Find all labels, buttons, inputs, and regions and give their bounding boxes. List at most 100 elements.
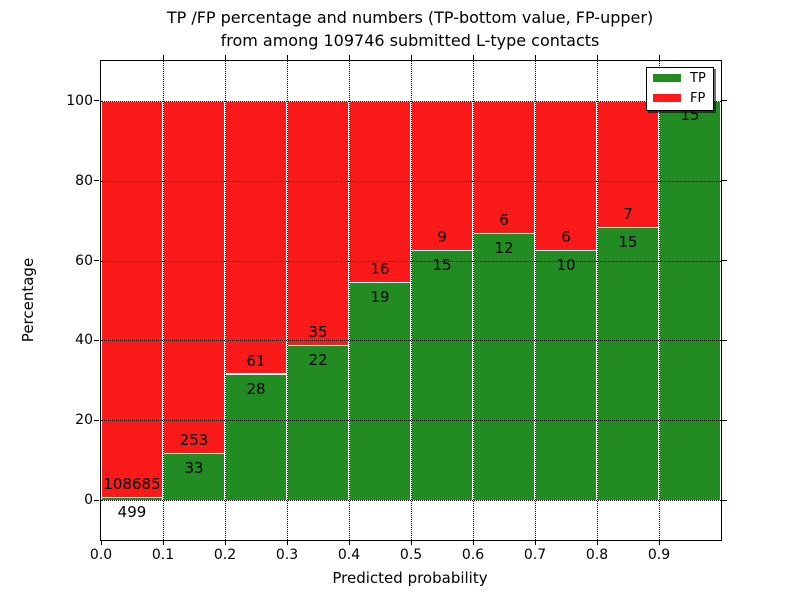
bar-segment-tp-0.9 [659, 100, 721, 501]
bar-segment-tp-0.0 [101, 498, 163, 501]
bar-segment-tp-0.3 [287, 346, 349, 501]
y-tick-label-20: 20 [75, 412, 93, 429]
x-tick-top-0.7 [534, 55, 536, 60]
x-tick-bottom-0.2 [224, 540, 226, 545]
x-tick-top-0.5 [410, 55, 412, 60]
x-tick-label-0.1: 0.1 [151, 547, 175, 563]
x-tick-label-0.4: 0.4 [337, 547, 361, 563]
gridline-v-0.3 [287, 61, 288, 540]
plot-area: 108685 499 253 33 61 28 35 22 16 19 9 15 6 12 6 10 7 15 15… [66, 55, 727, 563]
x-tick-label-0.0: 0.0 [89, 547, 113, 563]
bar-segment-fp-0.2 [225, 100, 287, 375]
bar-segment-tp-0.1 [163, 454, 225, 501]
gridline-v-0.9 [659, 61, 660, 540]
x-tick-bottom-0.6 [472, 540, 474, 545]
x-tick-bottom-0.4 [348, 540, 350, 545]
x-tick-bottom-0.5 [410, 540, 412, 545]
x-tick-label-0.5: 0.5 [399, 547, 423, 563]
fp-count-label-0.5: 9 [437, 227, 447, 246]
y-tick-left-40 [94, 339, 99, 341]
y-tick-right-40 [722, 339, 727, 341]
chart-title: TP /FP percentage and numbers (TP-bottom… [167, 6, 653, 52]
x-tick-top-0.6 [472, 55, 474, 60]
bar-segment-tp-0.4 [349, 283, 411, 501]
gridline-v-0.7 [535, 61, 536, 540]
y-tick-right-80 [722, 180, 727, 182]
legend-entry-tp: TP [647, 68, 713, 88]
x-tick-top-0.3 [286, 55, 288, 60]
x-tick-label-0.9: 0.9 [647, 547, 671, 563]
y-tick-label-40: 40 [75, 332, 93, 349]
x-tick-bottom-0.1 [162, 540, 164, 545]
chart-title-line1: TP /FP percentage and numbers (TP-bottom… [166, 8, 654, 27]
tp-count-label-0.6: 12 [494, 238, 514, 257]
gridline-v-0.6 [473, 61, 474, 540]
fp-count-label-0.0: 108685 [103, 475, 161, 494]
x-tick-bottom-0.8 [596, 540, 598, 545]
bar-segment-fp-0.1 [163, 100, 225, 454]
bar-segment-fp-0.4 [349, 100, 411, 284]
fp-count-label-0.8: 7 [623, 204, 633, 223]
y-tick-left-60 [94, 260, 99, 262]
y-axis-label: Percentage [19, 257, 37, 343]
y-tick-label-60: 60 [75, 252, 93, 269]
fp-count-label-0.4: 16 [370, 260, 390, 279]
bar-segment-fp-0.8 [597, 100, 659, 228]
tp-count-label-0.3: 22 [308, 351, 328, 370]
fp-count-label-0.3: 35 [308, 323, 328, 342]
gridline-v-0.8 [597, 61, 598, 540]
legend-swatch-fp [653, 94, 681, 102]
bar-segment-tp-0.2 [225, 374, 287, 501]
tp-count-label-0.7: 10 [556, 255, 576, 274]
bar-segment-tp-0.8 [597, 227, 659, 501]
x-tick-bottom-0.9 [658, 540, 660, 545]
y-tick-right-100 [722, 100, 727, 102]
bar-segment-fp-0.3 [287, 100, 349, 346]
x-tick-top-0.8 [596, 55, 598, 60]
x-tick-label-0.7: 0.7 [523, 547, 547, 563]
gridline-v-0.4 [349, 61, 350, 540]
fp-count-label-0.1: 253 [179, 431, 209, 450]
x-tick-top-0.9 [658, 55, 660, 60]
y-tick-label-0: 0 [84, 492, 93, 509]
x-tick-label-0.6: 0.6 [461, 547, 485, 563]
x-tick-bottom-0.7 [534, 540, 536, 545]
bar-segment-tp-0.7 [535, 250, 597, 501]
tp-count-label-0.4: 19 [370, 288, 390, 307]
fp-count-label-0.6: 6 [499, 210, 509, 229]
x-tick-label-0.2: 0.2 [213, 547, 237, 563]
legend: TP FP [646, 67, 714, 111]
tp-count-label-0.0: 499 [117, 503, 147, 522]
x-tick-bottom-0.3 [286, 540, 288, 545]
y-tick-right-0 [722, 499, 727, 501]
x-tick-label-0.3: 0.3 [275, 547, 299, 563]
y-tick-left-100 [94, 100, 99, 102]
y-tick-left-20 [94, 419, 99, 421]
x-tick-top-0.1 [162, 55, 164, 60]
tp-count-label-0.2: 28 [246, 379, 266, 398]
y-tick-left-0 [94, 499, 99, 501]
legend-entry-fp: FP [647, 88, 713, 108]
y-tick-label-100: 100 [66, 92, 93, 109]
legend-label-tp: TP [690, 70, 706, 86]
bar-segment-tp-0.6 [473, 233, 535, 501]
chart-title-line2: from among 109746 submitted L-type conta… [220, 31, 600, 50]
bar-segment-tp-0.5 [411, 250, 473, 501]
x-tick-top-0.4 [348, 55, 350, 60]
bar-segment-fp-0.5 [411, 100, 473, 251]
bar-segment-fp-0.6 [473, 100, 535, 234]
tp-count-label-0.8: 15 [618, 232, 638, 251]
fp-count-label-0.7: 6 [561, 227, 571, 246]
tp-count-label-0.1: 33 [184, 459, 204, 478]
tp-count-label-0.5: 15 [432, 255, 452, 274]
x-tick-label-0.8: 0.8 [585, 547, 609, 563]
bar-segment-fp-0.0 [101, 100, 163, 499]
gridline-v-0.5 [411, 61, 412, 540]
x-axis-label: Predicted probability [332, 569, 488, 587]
y-tick-label-80: 80 [75, 172, 93, 189]
fp-count-label-0.2: 61 [246, 351, 266, 370]
y-tick-right-60 [722, 260, 727, 262]
y-tick-left-80 [94, 180, 99, 182]
x-tick-top-0.2 [224, 55, 226, 60]
